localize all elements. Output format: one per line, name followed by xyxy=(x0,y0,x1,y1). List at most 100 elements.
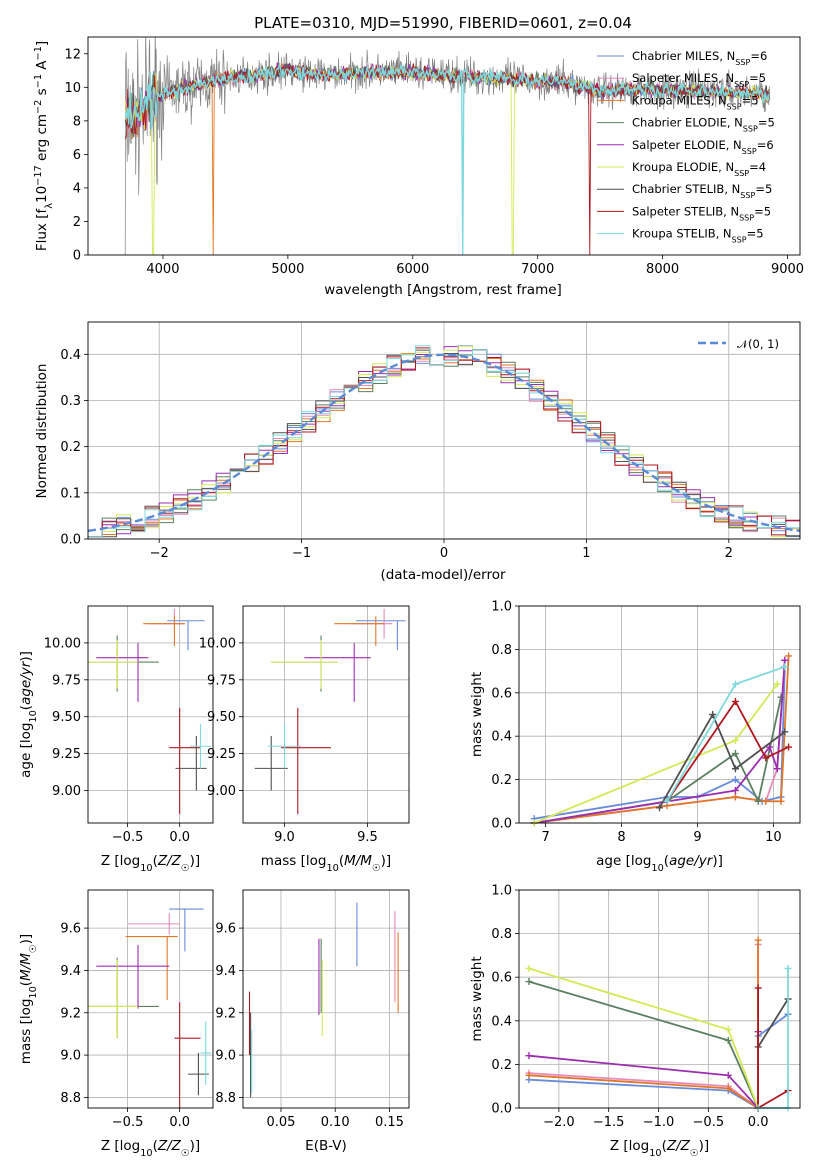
histogram-x-label: (data-model)/error xyxy=(380,567,506,583)
spectrum-axes: 4000 5000 6000 7000 8000 9000 0 2 4 6 8 10 12 xyxy=(64,47,804,277)
tick-label-y: 0.3 xyxy=(60,394,81,409)
tick-label-x: 9.5 xyxy=(357,830,378,845)
tick-label-y: 0.2 xyxy=(60,440,81,455)
mass_vs_EBV-x-label: E(B-V) xyxy=(305,1138,347,1154)
error-bar-point xyxy=(281,707,331,815)
weight-series-line xyxy=(528,940,759,1110)
tick-label-y: 8 xyxy=(73,114,81,129)
tick-label-x: 5000 xyxy=(271,262,304,277)
figure-title: PLATE=0310, MJD=51990, FIBERID=0601, z=0… xyxy=(254,14,632,32)
tick-label-x: 0.0 xyxy=(748,1115,769,1130)
tick-label-x: 0.0 xyxy=(169,830,190,845)
weight-series-line xyxy=(757,998,789,1048)
tick-label-x: −1 xyxy=(292,546,311,561)
tick-label-x: −2.0 xyxy=(543,1115,575,1130)
error-bar-point xyxy=(88,639,138,689)
weight-series-line xyxy=(666,665,786,802)
tick-label-x: −1.5 xyxy=(593,1115,625,1130)
tick-label-x: 0 xyxy=(440,546,448,561)
tick-label-y: 12 xyxy=(64,47,81,62)
tick-label-y: 9.25 xyxy=(207,747,236,762)
weight_vs_age-plot xyxy=(530,652,793,827)
model-spectrum-line xyxy=(124,62,770,255)
weight-marker xyxy=(781,663,789,671)
weight-marker xyxy=(754,797,762,805)
tick-label-x: 9000 xyxy=(771,262,804,277)
tick-label-x: −1.0 xyxy=(643,1115,675,1130)
tick-label-x: 6000 xyxy=(396,262,429,277)
axes-frame xyxy=(518,605,801,824)
axes-frame xyxy=(518,889,801,1109)
histogram-series-step xyxy=(88,354,800,538)
error-bar-point xyxy=(271,635,338,692)
axes-frame xyxy=(87,889,214,1109)
axes-frame xyxy=(87,321,801,540)
tick-label-y: 9.50 xyxy=(52,710,81,725)
tick-label-x: −2 xyxy=(150,546,169,561)
weight-marker xyxy=(724,1026,732,1034)
legend-label: Kroupa ELODIE, NSSP=4 xyxy=(632,160,766,178)
error-bar-point xyxy=(267,724,302,769)
weight-marker xyxy=(731,786,739,794)
tick-label-y: 0.6 xyxy=(491,686,512,701)
tick-label-y: 10 xyxy=(64,81,81,96)
weight-marker xyxy=(781,656,789,664)
weight-marker xyxy=(777,693,785,701)
weight-marker xyxy=(731,737,739,745)
mass_vs_Z-plot xyxy=(88,908,211,1108)
error-bar-point xyxy=(88,959,138,1039)
tick-label-y: 0.8 xyxy=(491,927,512,942)
age_vs_mass-axes: 9.0 9.5 9.00 9.25 9.50 9.75 10.00 xyxy=(199,606,409,845)
weight-marker xyxy=(784,964,792,972)
error-bar-point xyxy=(88,635,159,692)
error-bar-point xyxy=(190,724,211,769)
tick-label-y: 0.0 xyxy=(60,533,81,548)
legend-label: Kroupa STELIB, NSSP=5 xyxy=(632,227,764,245)
weight-marker xyxy=(754,936,762,944)
weight_vs_Z-axes: −2.0 −1.5 −1.0 −0.5 0.0 0.0 0.2 0.4 0.6 0.8 1.0 xyxy=(491,884,800,1130)
tick-label-y: 9.00 xyxy=(52,784,81,799)
axes-frame xyxy=(242,889,410,1109)
tick-label-y: 9.4 xyxy=(60,964,81,979)
axes-frame xyxy=(87,605,214,824)
weight-marker xyxy=(656,804,663,812)
tick-label-y: 9.6 xyxy=(215,922,236,937)
tick-label-y: 8.8 xyxy=(60,1091,81,1106)
weight-marker xyxy=(525,964,533,972)
tick-label-y: 9.2 xyxy=(60,1006,81,1021)
tick-label-y: 1.0 xyxy=(491,884,512,899)
legend-label: Salpeter STELIB, NSSP=5 xyxy=(632,204,771,222)
tick-label-x: −0.5 xyxy=(693,1115,725,1130)
weight-series-line xyxy=(666,699,789,802)
normal-reference-curve xyxy=(88,353,800,533)
weight-marker xyxy=(754,984,762,992)
tick-label-y: 4 xyxy=(73,181,81,196)
mass_vs_Z-y-label: mass [log10(M/M☉)] xyxy=(18,934,39,1064)
weight-marker xyxy=(762,754,770,762)
spectrum-x-label: wavelength [Angstrom, rest frame] xyxy=(324,282,562,298)
weight-marker xyxy=(525,1052,533,1060)
tick-label-y: 0.4 xyxy=(491,1014,512,1029)
weight_vs_Z-y-label: mass weight xyxy=(469,956,485,1041)
weight-marker xyxy=(781,728,789,736)
tick-label-y: 10.00 xyxy=(199,636,236,651)
weight_vs_Z-x-label: Z [log10(Z/Z☉)] xyxy=(610,1138,709,1159)
weight-marker xyxy=(525,978,533,986)
tick-label-x: 7000 xyxy=(521,262,554,277)
mass_vs_Z-axes: −0.5 0.0 8.8 9.0 9.2 9.4 9.6 xyxy=(60,890,213,1130)
tick-label-y: 0.4 xyxy=(60,348,81,363)
tick-label-y: 2 xyxy=(73,215,81,230)
weight-marker xyxy=(773,765,781,773)
tick-label-y: 9.50 xyxy=(207,710,236,725)
weight-marker xyxy=(731,680,739,688)
error-bar-point xyxy=(169,707,201,815)
weight-marker xyxy=(731,697,739,705)
weight-marker xyxy=(766,743,774,751)
age_vs_Z-x-label: Z [log10(Z/Z☉)] xyxy=(101,853,200,874)
weight-marker xyxy=(731,750,739,758)
tick-label-x: −0.5 xyxy=(112,830,144,845)
tick-label-y: 0.2 xyxy=(491,1058,512,1073)
weight-marker xyxy=(724,1036,732,1044)
age_vs_Z-plot xyxy=(88,608,211,815)
tick-label-x: 8 xyxy=(617,830,625,845)
